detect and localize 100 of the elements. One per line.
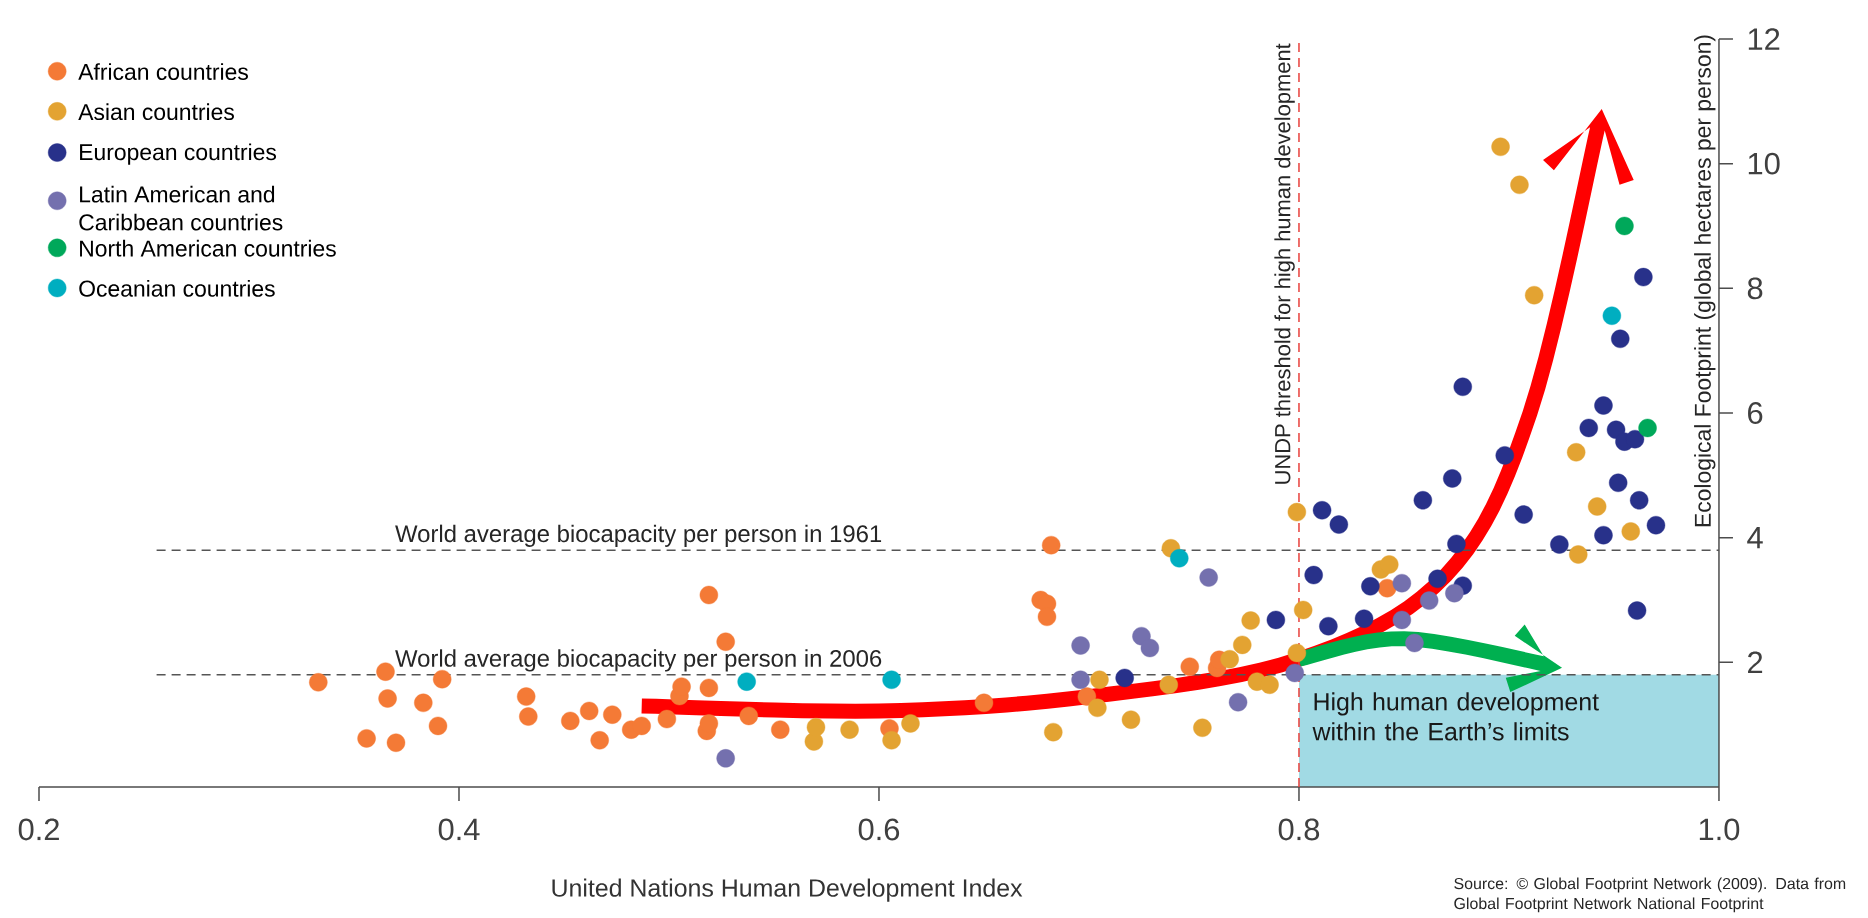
point — [699, 714, 719, 733]
point — [1233, 635, 1252, 655]
y-tick-label: 8 — [1747, 277, 1763, 300]
point — [1594, 525, 1613, 545]
point — [1293, 600, 1313, 620]
point — [519, 707, 538, 726]
y-tick-label: 6 — [1748, 402, 1763, 424]
point — [1287, 502, 1307, 522]
point — [309, 673, 328, 692]
legend-label: Oceanian countries — [79, 279, 275, 297]
point — [1495, 446, 1514, 465]
point — [603, 705, 622, 724]
point — [1615, 216, 1634, 236]
point — [1354, 609, 1374, 628]
legend-label: North American countries — [80, 239, 336, 257]
point — [974, 693, 994, 713]
x-tick-label: 0.4 — [438, 818, 480, 841]
point — [1428, 569, 1447, 588]
point — [1361, 577, 1380, 596]
point — [428, 716, 448, 736]
point — [376, 662, 395, 681]
point — [1037, 607, 1057, 627]
point — [1566, 443, 1586, 462]
y-tick-label: 2 — [1748, 651, 1763, 674]
point — [1491, 137, 1510, 157]
point — [1646, 516, 1666, 535]
point — [1115, 668, 1134, 688]
point — [657, 709, 677, 729]
point — [386, 733, 406, 752]
point — [1405, 633, 1424, 653]
legend-label: Latin American and Caribbean countries — [79, 185, 283, 231]
point — [1090, 670, 1109, 689]
legend-label: European countries — [80, 143, 277, 165]
ref-line-label: UNDP threshold for high human development — [1274, 43, 1295, 484]
x-tick-label: 0.2 — [18, 818, 59, 841]
point — [1193, 718, 1212, 737]
point — [1602, 306, 1622, 325]
point — [1220, 650, 1239, 669]
point — [1088, 698, 1107, 718]
point — [1266, 610, 1286, 630]
point — [1319, 616, 1338, 636]
y-axis-title: Ecological Footprint (global hectares per person) — [1694, 35, 1716, 527]
point — [378, 689, 397, 708]
point — [739, 706, 758, 726]
point — [806, 717, 826, 737]
point — [1621, 522, 1640, 541]
annotation: High human development within the Earth’s limits — [1312, 692, 1599, 741]
point — [1287, 643, 1307, 663]
point — [1524, 285, 1544, 305]
y-tick-label: 10 — [1748, 152, 1780, 175]
y-tick-label: 4 — [1747, 527, 1763, 549]
point — [1569, 545, 1588, 564]
point — [1304, 565, 1323, 585]
point — [1510, 175, 1529, 195]
point — [901, 714, 920, 733]
point — [1638, 418, 1657, 438]
legend-label: African countries — [78, 63, 248, 81]
point — [1380, 555, 1399, 574]
point — [716, 749, 735, 768]
point — [1443, 469, 1462, 488]
point — [1159, 675, 1178, 694]
point — [516, 687, 536, 706]
point — [1579, 418, 1598, 438]
x-tick-label: 0.6 — [858, 818, 900, 841]
point — [1413, 491, 1433, 510]
point — [579, 701, 599, 721]
point — [1312, 501, 1332, 520]
point — [432, 669, 452, 689]
point — [1625, 429, 1645, 449]
point — [1071, 670, 1090, 689]
point — [1241, 611, 1260, 630]
point — [699, 678, 719, 698]
point — [1260, 675, 1279, 694]
point — [771, 720, 790, 739]
x-axis-title: United Nations Human Development Index — [552, 878, 1023, 902]
point — [1447, 534, 1466, 554]
x-tick-label: 1.0 — [1699, 818, 1740, 841]
point — [1180, 657, 1199, 676]
point — [882, 731, 901, 750]
point — [1453, 377, 1472, 397]
point — [699, 585, 719, 605]
point — [1634, 267, 1653, 287]
point — [1228, 693, 1248, 712]
point — [1550, 535, 1569, 554]
point — [1594, 396, 1613, 415]
point — [716, 632, 735, 651]
point — [1627, 601, 1647, 620]
x-tick-label: 0.8 — [1278, 818, 1320, 841]
point — [1419, 591, 1439, 610]
ref-line-label: World average biocapacity per person in 2006 — [395, 649, 882, 672]
point — [357, 729, 376, 748]
point — [1587, 497, 1607, 516]
point — [1514, 505, 1533, 524]
point — [1170, 549, 1189, 568]
point — [1392, 610, 1412, 630]
point — [1285, 663, 1304, 683]
point — [1329, 515, 1349, 534]
point — [1041, 535, 1061, 555]
point — [632, 716, 651, 736]
point — [414, 693, 433, 713]
